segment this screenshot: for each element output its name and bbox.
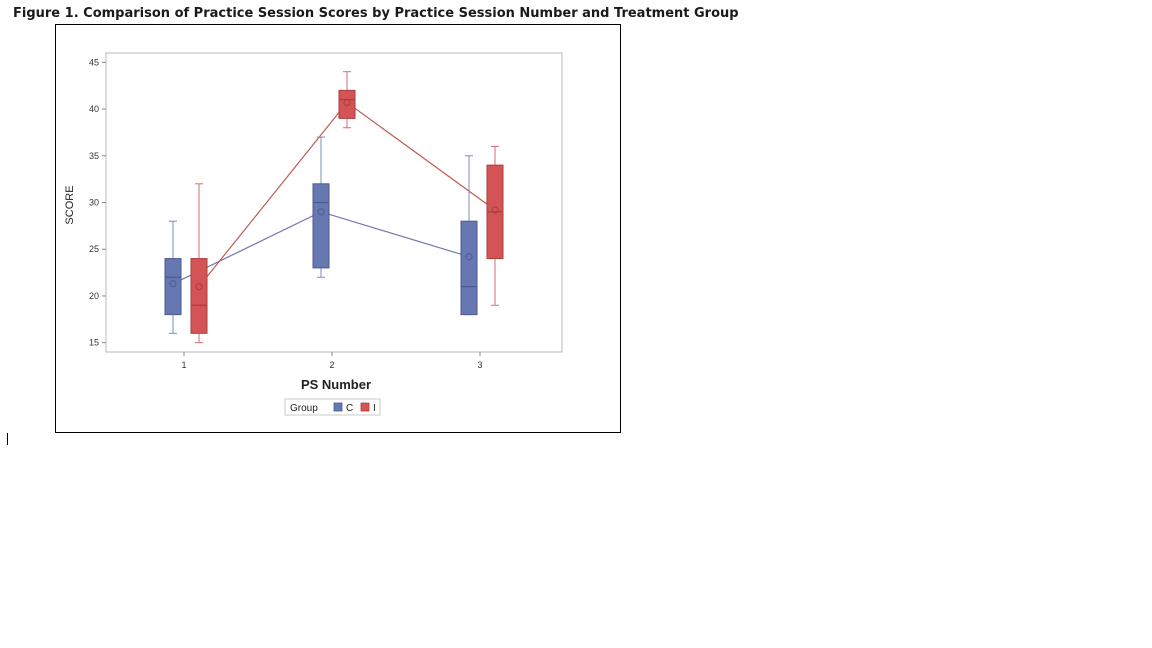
y-axis: 15 20 25 30 35 40 45 bbox=[89, 57, 106, 348]
y-tick-label-45: 45 bbox=[89, 57, 99, 67]
figure-frame bbox=[55, 24, 621, 433]
legend-label-i: I bbox=[373, 403, 376, 414]
figure-title: Figure 1. Comparison of Practice Session… bbox=[13, 6, 739, 21]
legend: Group C I bbox=[284, 398, 381, 416]
x-axis-label: PS Number bbox=[301, 377, 371, 392]
legend-swatch-c bbox=[333, 402, 343, 412]
mean-marker-i-2 bbox=[343, 99, 351, 107]
y-tick-label-30: 30 bbox=[89, 198, 99, 208]
mean-marker-i-3 bbox=[491, 206, 499, 214]
x-tick-label-1: 1 bbox=[181, 360, 186, 370]
x-tick-label-2: 2 bbox=[329, 360, 334, 370]
box-i-1 bbox=[190, 183, 208, 344]
box-body bbox=[460, 220, 478, 316]
legend-box bbox=[284, 398, 381, 416]
box-i-3 bbox=[486, 145, 504, 306]
y-axis-label: SCORE bbox=[64, 185, 76, 224]
box-body bbox=[312, 183, 330, 269]
legend-swatch-i bbox=[360, 402, 370, 412]
y-tick-label-20: 20 bbox=[89, 291, 99, 301]
mean-marker-i-1 bbox=[195, 283, 203, 291]
x-tick-label-3: 3 bbox=[477, 360, 482, 370]
boxes bbox=[164, 71, 504, 344]
box-body bbox=[190, 258, 208, 334]
box-c-2 bbox=[312, 136, 330, 278]
mean-marker-c-1 bbox=[169, 280, 177, 288]
legend-title: Group bbox=[290, 403, 318, 414]
y-tick-label-40: 40 bbox=[89, 104, 99, 114]
x-axis: 1 2 3 bbox=[181, 352, 483, 370]
box-body bbox=[338, 89, 356, 119]
legend-label-c: C bbox=[346, 403, 353, 414]
box-c-3 bbox=[460, 155, 478, 316]
y-tick-label-15: 15 bbox=[89, 338, 99, 348]
text-cursor bbox=[7, 433, 8, 445]
mean-marker-c-3 bbox=[465, 253, 473, 261]
plot-area bbox=[105, 52, 563, 353]
y-tick-label-25: 25 bbox=[89, 244, 99, 254]
mean-marker-c-2 bbox=[317, 208, 325, 216]
y-tick-label-35: 35 bbox=[89, 151, 99, 161]
mean-markers bbox=[169, 99, 499, 291]
